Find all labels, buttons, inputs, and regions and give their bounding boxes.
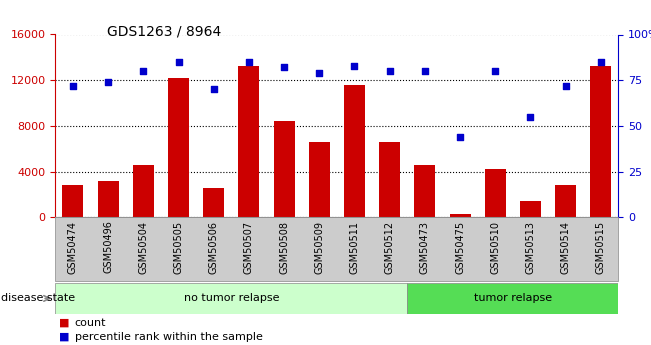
Point — [525, 114, 536, 120]
Text: GSM50504: GSM50504 — [138, 220, 148, 274]
Text: GSM50513: GSM50513 — [525, 220, 536, 274]
Text: GSM50512: GSM50512 — [385, 220, 395, 274]
Bar — [520, 201, 541, 217]
Point — [279, 65, 289, 70]
Text: GDS1263 / 8964: GDS1263 / 8964 — [107, 24, 221, 38]
Text: GSM50496: GSM50496 — [103, 220, 113, 274]
Bar — [590, 67, 611, 217]
Bar — [414, 165, 436, 217]
Bar — [344, 85, 365, 217]
Point — [455, 134, 465, 140]
Text: GSM50506: GSM50506 — [209, 220, 219, 274]
Bar — [238, 67, 260, 217]
Text: GSM50509: GSM50509 — [314, 220, 324, 274]
Point — [173, 59, 184, 65]
Bar — [449, 214, 471, 217]
Point — [138, 68, 148, 74]
Text: GSM50514: GSM50514 — [561, 220, 571, 274]
Bar — [133, 165, 154, 217]
Text: percentile rank within the sample: percentile rank within the sample — [75, 332, 263, 342]
Bar — [379, 142, 400, 217]
Text: tumor relapse: tumor relapse — [474, 294, 552, 303]
Bar — [168, 78, 189, 217]
Bar — [203, 188, 224, 217]
Text: GSM50515: GSM50515 — [596, 220, 606, 274]
Point — [314, 70, 324, 76]
Point — [350, 63, 360, 68]
Text: GSM50511: GSM50511 — [350, 220, 359, 274]
Bar — [408, 283, 618, 314]
Text: GSM50510: GSM50510 — [490, 220, 500, 274]
Point — [385, 68, 395, 74]
Point — [68, 83, 78, 88]
Point — [420, 68, 430, 74]
Text: GSM50508: GSM50508 — [279, 220, 289, 274]
Text: GSM50473: GSM50473 — [420, 220, 430, 274]
Text: GSM50475: GSM50475 — [455, 220, 465, 274]
Text: GSM50505: GSM50505 — [174, 220, 184, 274]
Bar — [485, 169, 506, 217]
Point — [103, 79, 113, 85]
Text: ■: ■ — [59, 332, 69, 342]
Text: count: count — [75, 318, 106, 328]
Bar — [555, 185, 576, 217]
Text: disease state: disease state — [1, 294, 75, 303]
Text: GSM50474: GSM50474 — [68, 220, 78, 274]
Text: no tumor relapse: no tumor relapse — [184, 294, 279, 303]
Point — [243, 59, 254, 65]
Point — [596, 59, 606, 65]
Text: GSM50507: GSM50507 — [244, 220, 254, 274]
Point — [208, 87, 219, 92]
Bar — [98, 181, 118, 217]
Bar — [309, 142, 330, 217]
Bar — [62, 185, 83, 217]
Text: ■: ■ — [59, 318, 69, 328]
Point — [561, 83, 571, 88]
Point — [490, 68, 501, 74]
Bar — [55, 283, 408, 314]
Bar — [273, 121, 295, 217]
